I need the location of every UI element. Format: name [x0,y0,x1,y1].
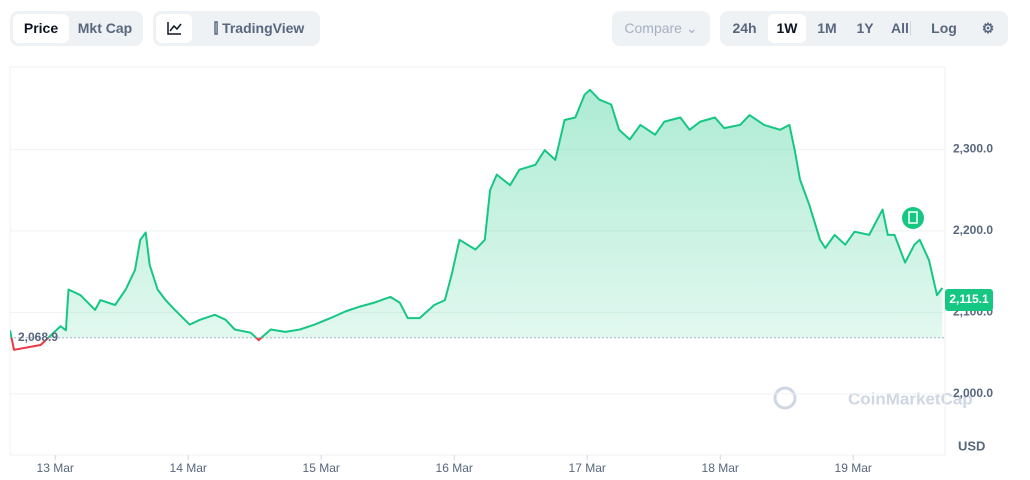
tab[interactable]: Price [13,14,69,43]
x-tick-label: 19 Mar [835,461,872,475]
x-tick-label: 15 Mar [303,461,340,475]
compare-label: Compare [624,20,682,36]
price-line [10,88,944,338]
log-button[interactable]: Log [931,20,957,36]
x-tick-label: 18 Mar [702,461,739,475]
range-button[interactable]: 1Y [856,20,874,36]
view-tabs: Price Mkt Cap [10,11,143,46]
x-tick-label: 14 Mar [170,461,207,475]
x-tick-label: 17 Mar [569,461,606,475]
range-button[interactable]: All [891,20,909,36]
note-icon[interactable] [902,207,924,229]
note-icon-glyph [908,211,918,224]
x-tick-label: 13 Mar [37,461,74,475]
current-price-label: 2,115.1 [949,292,989,306]
reference-label: 2,068.9 [18,330,58,344]
y-unit: USD [958,438,985,453]
line-icon [167,22,182,35]
y-tick-label: 2,300.0 [953,141,993,155]
tab[interactable]: ⫿ TradingView [213,20,305,36]
y-tick-label: 2,000.0 [953,386,993,400]
range-tabs: Log ⚙ 24h 1W 1M 1Y All [720,11,1008,46]
range-button[interactable]: 1M [817,20,837,36]
line-icon-button[interactable] [156,14,192,43]
current-price-badge [945,289,993,312]
compare: Compare ⌄ [612,11,710,46]
area [10,89,943,338]
chart-tabs: ⫿ TradingView [153,11,320,46]
settings-button[interactable]: ⚙ [981,20,995,36]
range-button[interactable]: 1W [768,14,806,43]
x-tick-label: 16 Mar [436,461,473,475]
compare-button[interactable]: Compare ⌄ [624,20,698,36]
watermark-logo [773,386,797,410]
divider [910,21,911,36]
tab-label: TradingView [222,20,305,36]
range-button[interactable]: 24h [732,20,757,36]
tab[interactable]: Mkt Cap [77,20,133,36]
y-tick-label: 2,200.0 [953,223,993,237]
